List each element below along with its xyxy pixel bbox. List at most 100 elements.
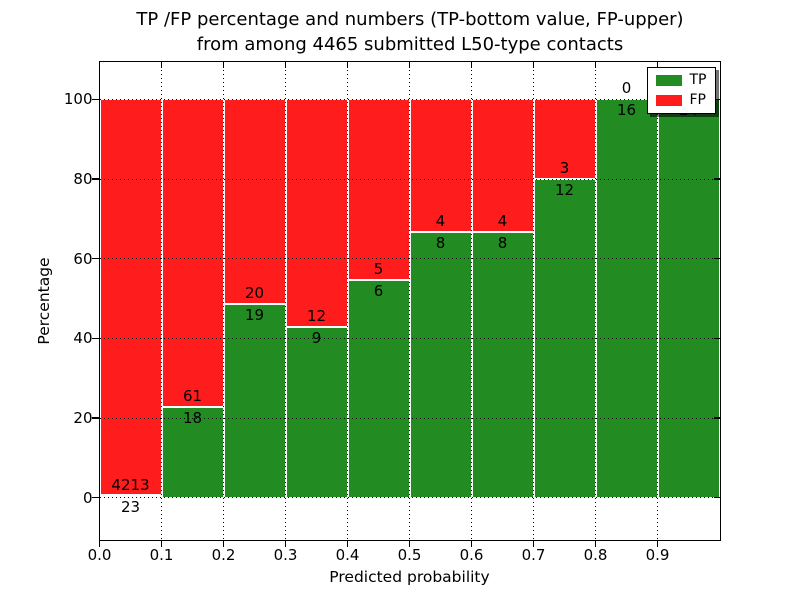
bar-segment-fp (161, 99, 224, 407)
x-tick-mark (470, 539, 473, 547)
fp-count-label: 12 (306, 306, 327, 325)
bar-segment-fp (99, 99, 162, 496)
y-tick-mark-right (713, 496, 720, 499)
x-tick-mark (98, 539, 101, 547)
bar-segment-fp (223, 99, 286, 304)
bar-segment-fp (409, 99, 472, 233)
y-tick-label: 40 (73, 329, 93, 348)
fp-count-label: 4 (497, 212, 508, 231)
fp-count-label: 4 (435, 212, 446, 231)
y-tick-mark (91, 257, 100, 260)
x-tick-label: 0.5 (397, 545, 422, 564)
gridline-vertical (595, 61, 596, 540)
gridline-horizontal (99, 417, 720, 419)
bar-segment-tp (471, 232, 534, 498)
plot-area: Percentage Predicted probability TP FP 0… (35, 60, 721, 586)
x-tick-label: 0.1 (149, 545, 174, 564)
bar-segment-tp (285, 326, 348, 498)
bar-segment-tp (223, 303, 286, 498)
x-tick-mark-top (222, 61, 225, 68)
y-tick-mark (91, 337, 100, 340)
gridline-vertical (161, 61, 162, 540)
gridline-vertical (285, 61, 286, 540)
gridline-vertical (657, 61, 658, 540)
x-tick-label: 0.0 (87, 545, 112, 564)
y-tick-mark (91, 98, 100, 101)
x-tick-label: 0.3 (273, 545, 298, 564)
x-tick-mark-top (160, 61, 163, 68)
x-tick-label: 0.4 (335, 545, 360, 564)
gridline-vertical (409, 61, 410, 540)
legend-item-fp: FP (655, 91, 707, 108)
legend-item-tp: TP (655, 71, 707, 88)
y-tick-label: 20 (73, 409, 93, 427)
y-tick-mark (91, 496, 100, 499)
x-tick-mark (284, 539, 287, 547)
bar-segment-tp (347, 280, 410, 498)
x-tick-mark-top (532, 61, 535, 68)
gridline-horizontal (99, 337, 720, 339)
y-tick-mark-right (713, 98, 720, 101)
x-tick-mark (656, 539, 659, 547)
fp-count-label: 20 (244, 283, 265, 302)
bar-segment-tp (657, 99, 720, 498)
bar-segment-fp (285, 99, 348, 327)
x-tick-label: 0.9 (645, 545, 670, 564)
tp-count-label: 16 (616, 101, 637, 120)
bar-segment-tp (595, 99, 658, 498)
gridline-vertical (471, 61, 472, 540)
bar-segment-fp (347, 99, 410, 281)
gridline-horizontal (99, 98, 720, 100)
x-tick-mark-top (284, 61, 287, 68)
tp-count-label: 19 (244, 305, 265, 324)
x-tick-mark (346, 539, 349, 547)
chart-title-line2: from among 4465 submitted L50-type conta… (196, 34, 624, 55)
x-tick-mark (532, 539, 535, 547)
tp-count-label: 9 (311, 328, 322, 347)
fp-swatch-icon (655, 94, 682, 106)
y-tick-label: 60 (73, 249, 93, 268)
x-tick-mark (408, 539, 411, 547)
legend-label-fp: FP (689, 91, 707, 108)
tp-count-label: 12 (554, 181, 575, 199)
tp-swatch-icon (655, 74, 682, 86)
x-tick-mark (222, 539, 225, 547)
gridline-horizontal (99, 178, 720, 180)
fp-count-label: 4213 (111, 475, 150, 494)
x-tick-mark (160, 539, 163, 547)
y-tick-mark (91, 417, 100, 419)
x-axis-label: Predicted probability (329, 567, 490, 586)
fp-count-label: 0 (621, 79, 632, 98)
x-tick-mark-top (98, 61, 101, 68)
legend-label-tp: TP (689, 71, 707, 88)
fp-count-label: 61 (182, 386, 203, 405)
y-tick-mark-right (713, 257, 720, 260)
gridline-vertical (347, 61, 348, 540)
y-tick-label: 80 (73, 170, 93, 188)
tp-count-label: 23 (120, 497, 141, 516)
chart-title-line1: TP /FP percentage and numbers (TP-bottom… (136, 9, 684, 30)
gridline-vertical (533, 61, 534, 540)
x-tick-mark-top (346, 61, 349, 68)
gridline-horizontal (99, 258, 720, 260)
x-tick-mark (594, 539, 597, 547)
y-tick-label: 100 (63, 90, 93, 109)
y-tick-mark-right (713, 417, 720, 419)
y-tick-label: 0 (82, 488, 93, 507)
x-tick-label: 0.6 (459, 545, 484, 564)
y-tick-mark (91, 178, 100, 180)
legend: TP FP (646, 66, 716, 114)
tp-count-label: 8 (435, 234, 446, 253)
tp-count-label: 8 (497, 234, 508, 253)
x-tick-label: 0.7 (521, 545, 546, 564)
y-tick-mark-right (713, 178, 720, 180)
bar-segment-fp (533, 99, 596, 179)
gridline-vertical (223, 61, 224, 540)
x-tick-mark-top (594, 61, 597, 68)
tp-count-label: 18 (182, 408, 203, 427)
chart-title: TP /FP percentage and numbers (TP-bottom… (100, 7, 720, 57)
x-tick-mark-top (470, 61, 473, 68)
x-tick-label: 0.8 (583, 545, 608, 564)
fp-count-label: 3 (559, 159, 570, 178)
